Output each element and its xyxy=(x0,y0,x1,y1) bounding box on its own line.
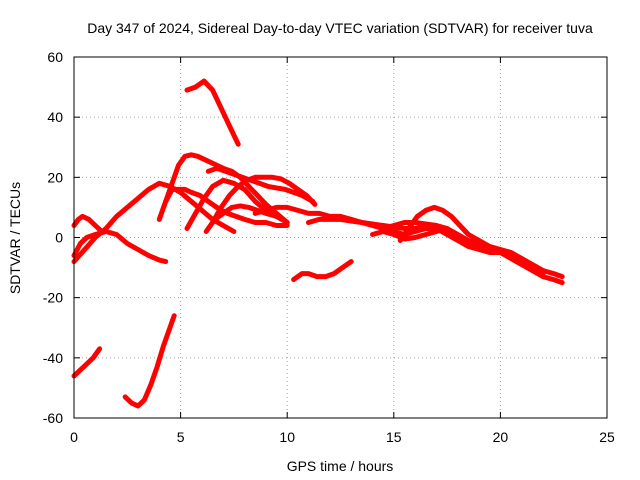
series-line-arc-5 xyxy=(122,313,177,409)
series-line-arc-2 xyxy=(71,229,169,265)
y-tick-label: -40 xyxy=(43,350,63,366)
series-line-arc-1 xyxy=(71,213,105,234)
series-line-arc-16 xyxy=(380,220,546,277)
x-tick-label: 0 xyxy=(70,429,78,445)
series-line-arc-7 xyxy=(184,78,241,147)
chart-title: Day 347 of 2024, Sidereal Day-to-day VTE… xyxy=(87,20,593,36)
x-tick-label: 10 xyxy=(279,429,295,445)
y-axis-label: SDTVAR / TECUs xyxy=(7,182,23,294)
series-line-arc-12 xyxy=(210,174,318,225)
y-tick-label: 60 xyxy=(47,49,63,65)
series-line-arc-9 xyxy=(184,177,279,231)
y-tick-label: 40 xyxy=(47,109,63,125)
grid-lines xyxy=(74,57,607,418)
series-line-arc-6 xyxy=(156,186,290,228)
series-line-arc-18 xyxy=(291,259,354,283)
series-line-arc-11 xyxy=(205,165,316,204)
axis-ticks: 0 5 10 15 20 25 -60 -40 -20 0 20 40 60 xyxy=(43,49,615,445)
series-line-arc-17 xyxy=(370,226,525,262)
y-tick-label: -20 xyxy=(43,290,63,306)
y-tick-label: 20 xyxy=(47,169,63,185)
series-line-arc-4 xyxy=(71,346,103,379)
series-line-arc-3 xyxy=(71,180,237,265)
series-line-arc-10 xyxy=(203,203,290,234)
x-tick-label: 20 xyxy=(493,429,509,445)
series-line-arc-8 xyxy=(163,152,290,225)
y-tick-label: 0 xyxy=(55,230,63,246)
x-tick-label: 15 xyxy=(386,429,402,445)
series-layer xyxy=(71,78,565,409)
x-tick-label: 5 xyxy=(177,429,185,445)
x-axis-label: GPS time / hours xyxy=(287,458,394,474)
x-tick-label: 25 xyxy=(599,429,615,445)
y-tick-label: -60 xyxy=(43,410,63,426)
